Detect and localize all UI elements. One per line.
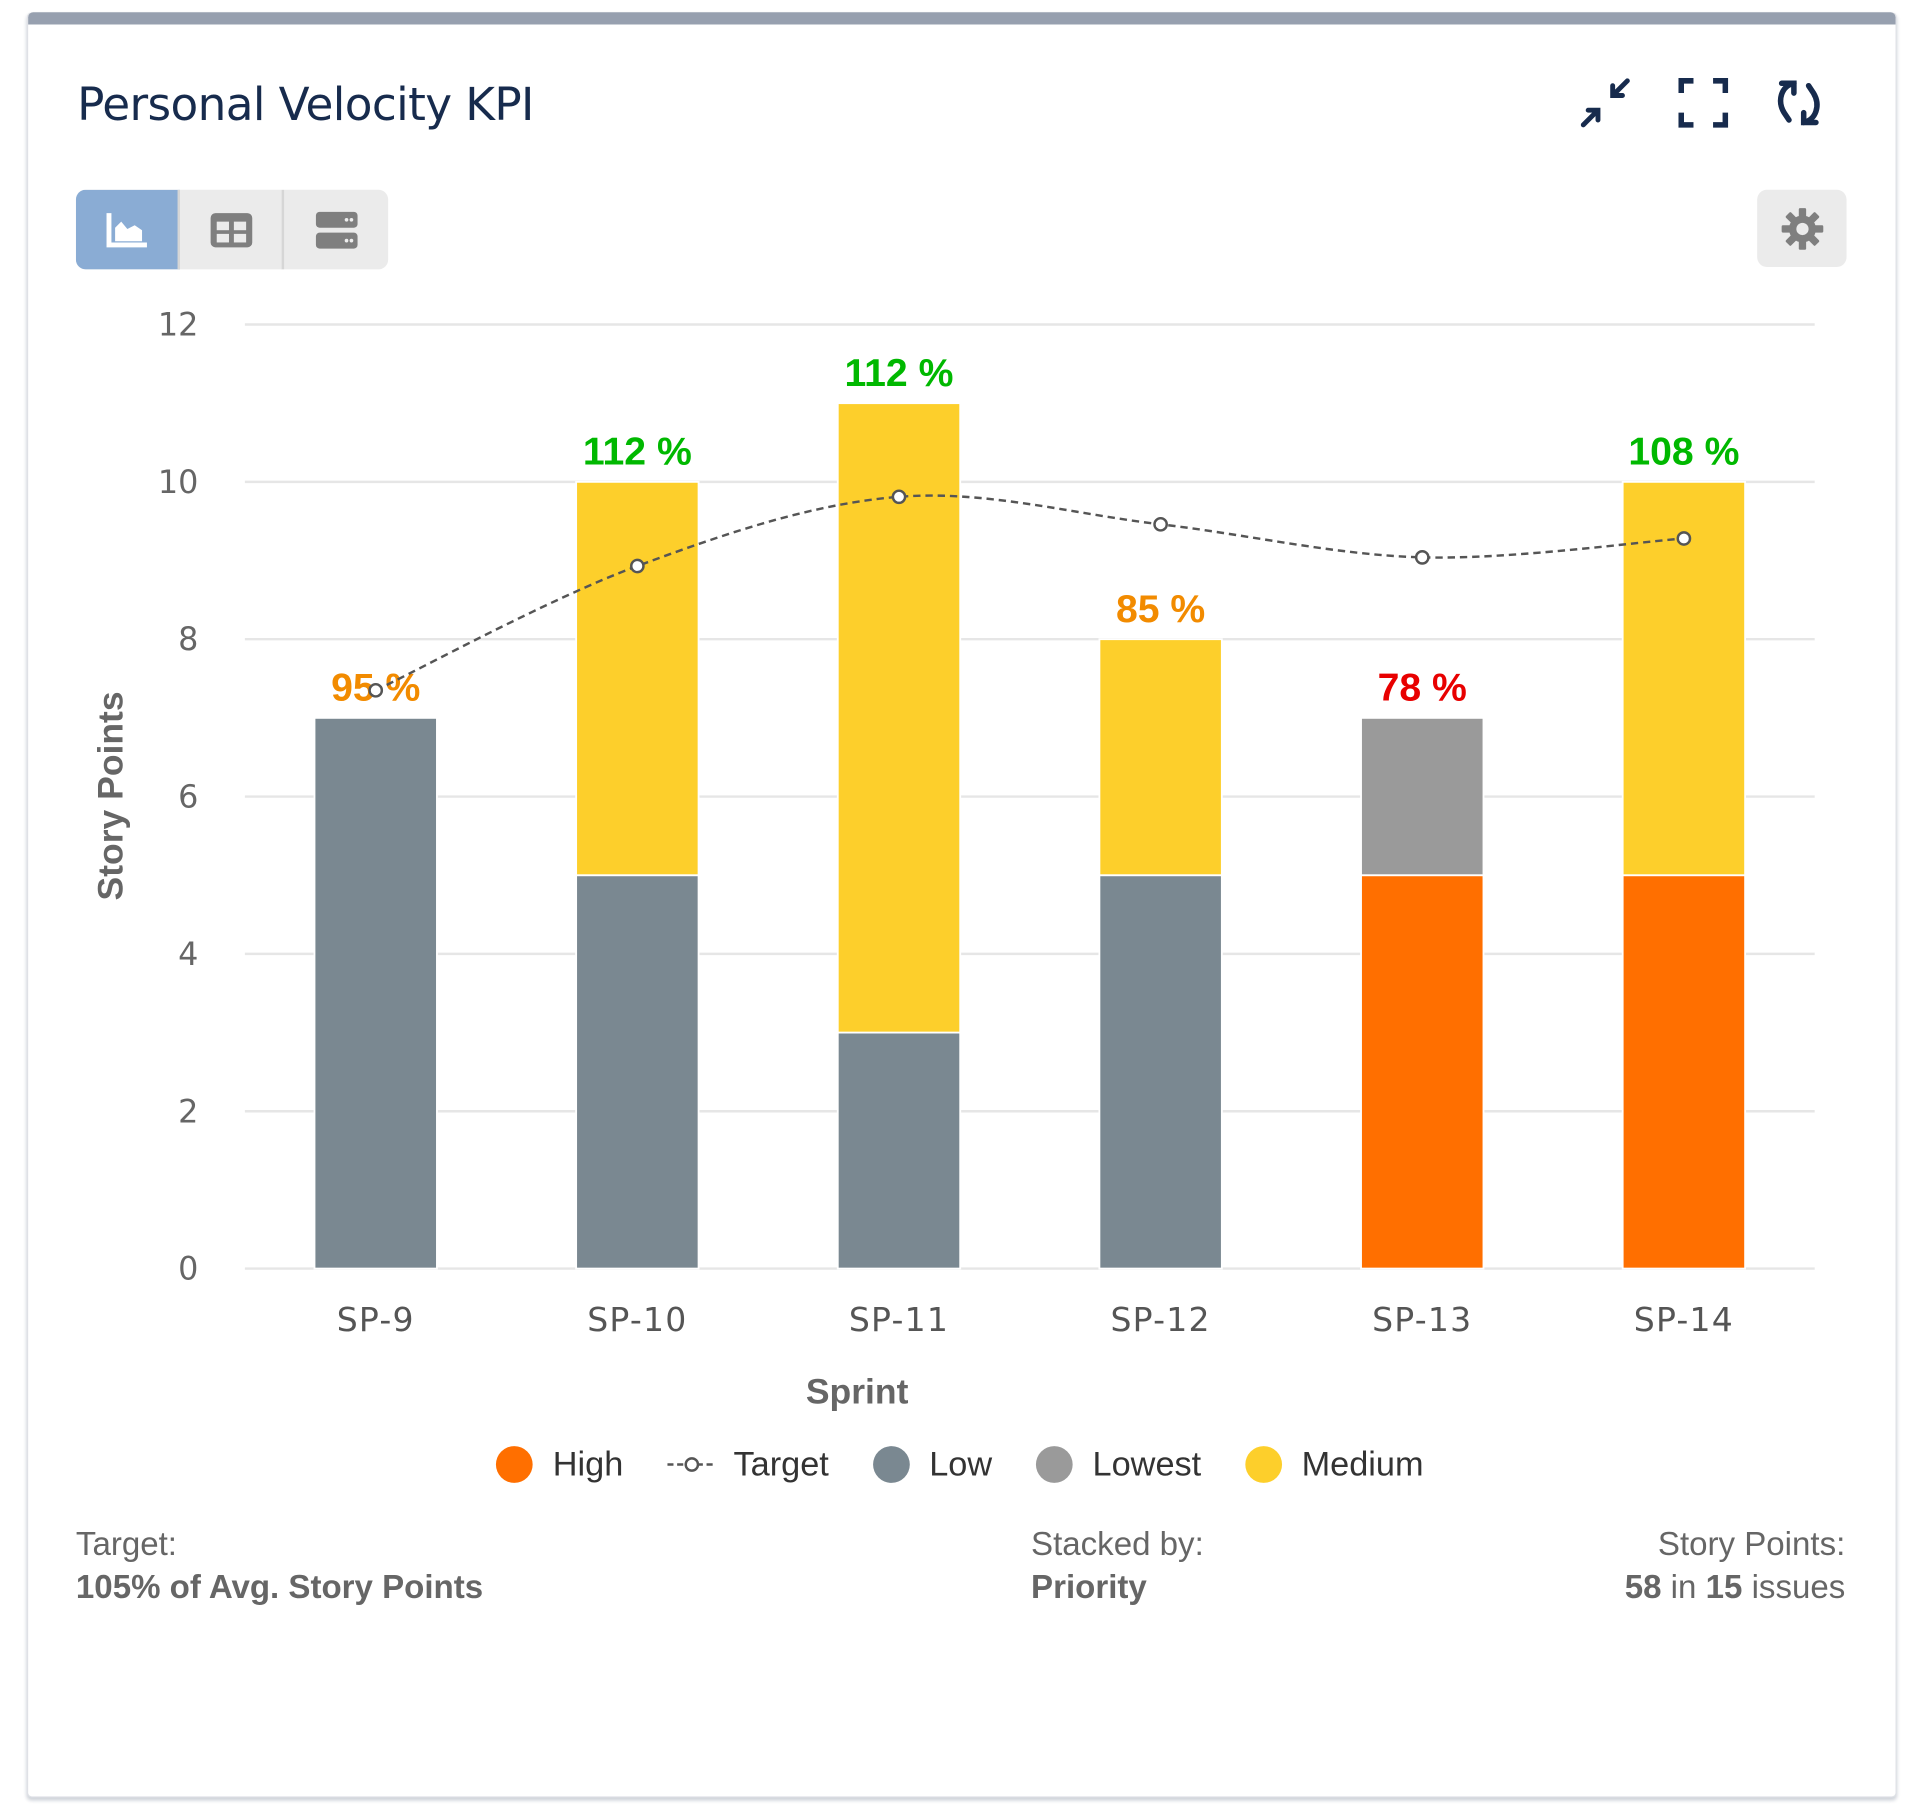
target-point [1153, 516, 1168, 532]
legend-item-medium[interactable]: Medium [1245, 1444, 1424, 1484]
legend-label: Medium [1301, 1444, 1424, 1483]
stacked-value: Priority [1031, 1568, 1147, 1606]
data-label: 112 % [845, 352, 954, 395]
bar-low[interactable] [836, 1031, 962, 1270]
data-label: 108 % [1628, 431, 1739, 474]
y-tick-label: 4 [178, 935, 198, 973]
bar-medium[interactable] [575, 480, 700, 877]
y-tick-label: 0 [178, 1250, 198, 1288]
bar-lowest[interactable] [1360, 716, 1485, 877]
legend-item-lowest[interactable]: Lowest [1036, 1445, 1201, 1484]
x-tick-label: SP-13 [1372, 1300, 1472, 1339]
chart-icon [105, 212, 147, 247]
legend-label: Low [929, 1444, 993, 1483]
target-point [891, 489, 907, 505]
collapse-icon[interactable] [1578, 76, 1632, 130]
legend-target-swatch [667, 1457, 717, 1472]
x-tick-label: SP-14 [1634, 1300, 1734, 1339]
gear-icon [1781, 207, 1823, 250]
legend-label: Target [733, 1444, 829, 1483]
data-label: 112 % [583, 431, 692, 474]
data-label: 85 % [1116, 588, 1205, 631]
y-tick-label: 6 [178, 778, 198, 816]
legend-label: Lowest [1092, 1444, 1202, 1483]
y-tick-label: 8 [178, 620, 198, 658]
target-point [630, 558, 645, 574]
card-top-bar [28, 12, 1896, 25]
issue-count: 15 [1705, 1568, 1743, 1606]
legend-item-low[interactable]: Low [872, 1444, 993, 1484]
y-tick-label: 10 [158, 463, 199, 501]
table-view-button[interactable] [180, 189, 285, 270]
refresh-icon[interactable] [1772, 76, 1826, 130]
x-tick-label: SP-12 [1110, 1300, 1210, 1339]
data-label: 78 % [1378, 667, 1467, 710]
chart-view-button[interactable] [75, 189, 181, 270]
y-axis-title: Story Points [90, 691, 130, 900]
bar-medium[interactable] [836, 402, 962, 1034]
x-axis-title: Sprint [806, 1371, 909, 1411]
story-points-in: in [1661, 1568, 1706, 1606]
legend-label: High [552, 1444, 624, 1483]
bar-low[interactable] [1098, 874, 1223, 1270]
legend-swatch [1036, 1446, 1073, 1483]
list-view-button[interactable] [284, 190, 388, 270]
fullscreen-icon[interactable] [1676, 76, 1730, 130]
view-toggle [75, 189, 389, 270]
page-title: Personal Velocity KPI [77, 78, 534, 132]
footer-target: Target: 105% of Avg. Story Points [76, 1523, 483, 1609]
legend-item-target[interactable]: Target [667, 1444, 829, 1484]
target-value: 105% of Avg. Story Points [75, 1568, 484, 1606]
chart-legend: High Target Low Lowest Medium [0, 1445, 1920, 1484]
target-label: Target: [75, 1525, 177, 1563]
footer-stacked: Stacked by: Priority [1031, 1523, 1204, 1609]
x-tick-label: SP-11 [849, 1300, 949, 1339]
list-icon [315, 211, 357, 248]
bar-medium[interactable] [1098, 638, 1223, 877]
target-point [1414, 550, 1430, 565]
settings-button[interactable] [1757, 189, 1847, 267]
y-tick-label: 12 [158, 306, 199, 344]
bar-high[interactable] [1621, 874, 1747, 1270]
bar-medium[interactable] [1621, 480, 1747, 877]
target-point [1676, 531, 1692, 546]
story-points-total: 58 [1624, 1568, 1662, 1606]
bar-low[interactable] [575, 874, 700, 1270]
y-tick-label: 2 [178, 1092, 198, 1130]
legend-swatch [1245, 1446, 1282, 1483]
target-point [368, 682, 384, 698]
x-tick-label: SP-9 [337, 1300, 415, 1339]
footer-story-points: Story Points: 58 in 15 issues [1625, 1523, 1846, 1609]
stacked-label: Stacked by: [1031, 1525, 1204, 1563]
issues-suffix: issues [1742, 1568, 1846, 1606]
legend-item-high[interactable]: High [496, 1445, 623, 1484]
table-icon [210, 212, 252, 247]
x-tick-label: SP-10 [587, 1300, 687, 1339]
legend-swatch [872, 1446, 910, 1483]
bar-low[interactable] [313, 716, 438, 1270]
legend-swatch [496, 1446, 534, 1483]
bar-high[interactable] [1360, 874, 1485, 1270]
story-points-label: Story Points: [1657, 1525, 1846, 1563]
target-line [375, 494, 1684, 692]
